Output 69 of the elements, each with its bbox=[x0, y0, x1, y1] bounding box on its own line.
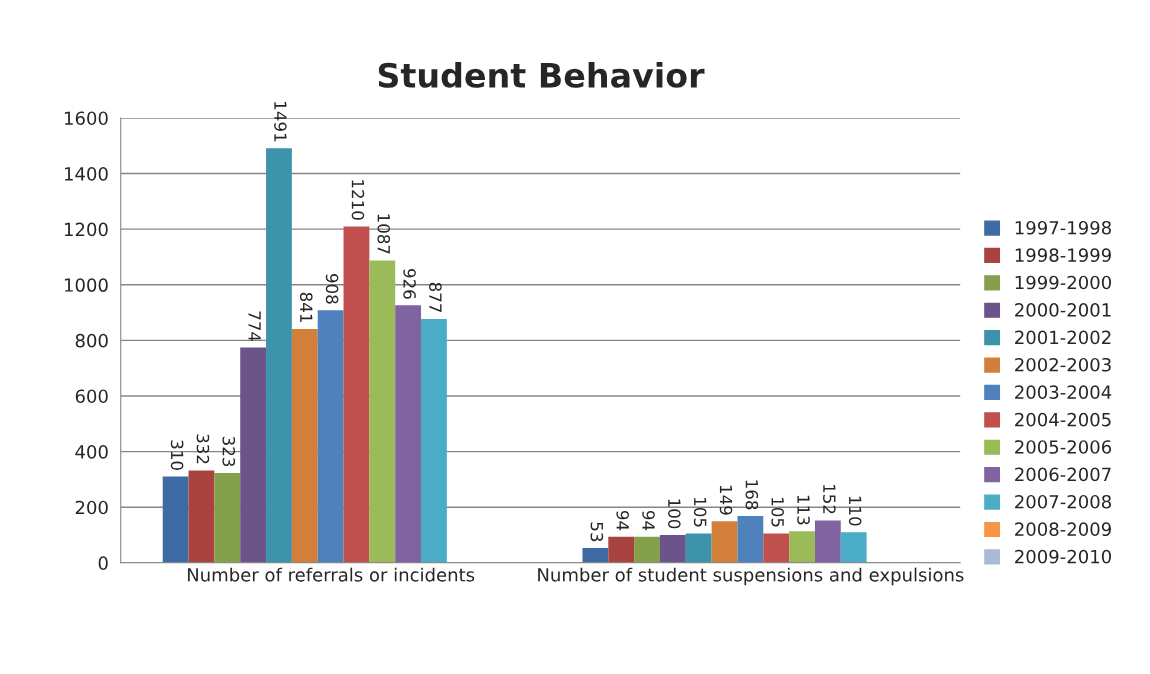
bar bbox=[685, 533, 712, 563]
data-label: 926 bbox=[403, 269, 416, 299]
legend-label: 1997-1998 bbox=[1015, 220, 1111, 235]
data-label: 332 bbox=[196, 434, 210, 464]
data-label: 774 bbox=[248, 311, 261, 342]
bar bbox=[789, 531, 815, 563]
bar bbox=[291, 328, 318, 563]
bar bbox=[814, 520, 841, 563]
bar bbox=[840, 532, 867, 563]
legend-label: 1999-2000 bbox=[1015, 275, 1111, 290]
data-label: 53 bbox=[590, 522, 604, 542]
bar bbox=[711, 521, 738, 563]
bar bbox=[162, 476, 189, 563]
data-label: 877 bbox=[429, 282, 442, 312]
bar bbox=[659, 534, 686, 563]
legend-label: 2007-2008 bbox=[1015, 494, 1111, 509]
data-label: 105 bbox=[693, 498, 707, 527]
data-label: 94 bbox=[642, 510, 655, 531]
data-label: 1210 bbox=[351, 180, 365, 220]
bar bbox=[188, 470, 215, 563]
data-label: 100 bbox=[668, 499, 681, 529]
bar bbox=[369, 260, 396, 563]
y-tick-label: 1000 bbox=[64, 278, 108, 292]
data-label: 113 bbox=[797, 495, 810, 525]
data-label: 149 bbox=[719, 485, 733, 515]
data-label: 323 bbox=[222, 436, 236, 467]
data-label: 94 bbox=[616, 510, 629, 531]
y-tick-label: 0 bbox=[98, 556, 108, 570]
data-label: 152 bbox=[823, 484, 836, 514]
legend-label: 2000-2001 bbox=[1015, 303, 1111, 317]
chart-title: Student Behavior bbox=[378, 62, 705, 88]
bar bbox=[608, 536, 635, 563]
data-label: 1491 bbox=[274, 102, 287, 142]
bar bbox=[343, 226, 370, 563]
legend-label: 2006-2007 bbox=[1015, 467, 1111, 482]
x-tick-label: Number of referrals or incidents bbox=[187, 567, 475, 582]
y-tick-label: 800 bbox=[75, 333, 108, 348]
y-tick-label: 600 bbox=[75, 389, 108, 404]
x-tick-label: Number of student suspensions and expulsions bbox=[538, 567, 964, 586]
bar bbox=[582, 548, 609, 563]
bar bbox=[317, 310, 344, 563]
bar bbox=[214, 472, 241, 563]
legend-label: 2003-2004 bbox=[1015, 385, 1112, 399]
data-label: 1087 bbox=[377, 214, 391, 254]
data-label: 908 bbox=[325, 274, 339, 304]
legend-label: 2008-2009 bbox=[1015, 522, 1111, 537]
data-label: 841 bbox=[299, 292, 313, 322]
y-tick-label: 200 bbox=[75, 500, 108, 515]
y-tick-label: 1600 bbox=[64, 111, 108, 126]
data-label: 310 bbox=[170, 440, 184, 470]
legend-label: 2004-2005 bbox=[1015, 412, 1111, 427]
legend-label: 2005-2006 bbox=[1015, 440, 1112, 454]
bar bbox=[240, 347, 267, 563]
bar bbox=[737, 516, 764, 563]
y-tick-label: 1200 bbox=[64, 222, 108, 237]
bar bbox=[266, 148, 292, 563]
legend-label: 1998-1999 bbox=[1015, 248, 1111, 262]
legend-label: 2002-2003 bbox=[1015, 357, 1111, 372]
bar bbox=[421, 318, 447, 563]
data-label: 168 bbox=[745, 480, 759, 510]
data-label: 105 bbox=[771, 498, 784, 527]
bar bbox=[634, 536, 660, 563]
y-tick-label: 400 bbox=[75, 445, 108, 459]
legend-label: 2009-2010 bbox=[1015, 549, 1111, 564]
bar bbox=[395, 305, 422, 563]
data-label: 110 bbox=[848, 496, 862, 526]
bar bbox=[763, 533, 790, 563]
legend-label: 2001-2002 bbox=[1015, 330, 1111, 345]
y-tick-label: 1400 bbox=[64, 167, 108, 181]
